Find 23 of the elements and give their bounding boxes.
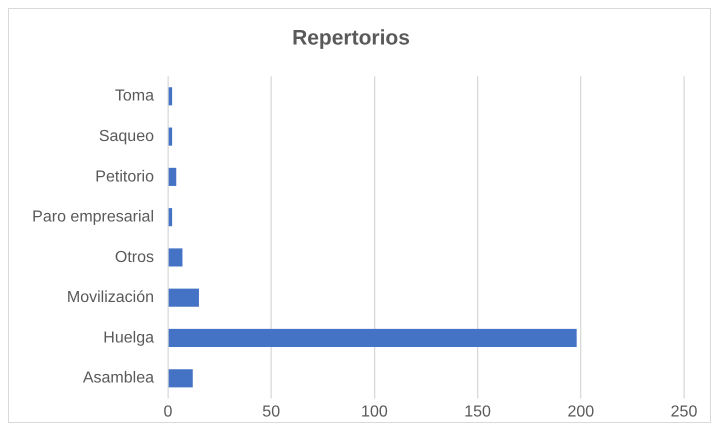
x-tick-label: 200 [567,403,594,420]
bar [168,369,193,388]
bar [168,87,172,106]
x-tick-label: 100 [361,403,388,420]
y-tick-label: Paro empresarial [32,208,154,226]
bar [168,128,172,146]
y-tick-label: Huelga [103,329,154,346]
y-tick-label: Asamblea [82,370,154,387]
bar [168,208,172,226]
bar [168,328,577,348]
bar [168,248,182,266]
y-tick-label: Petitorio [95,168,154,186]
x-tick-label: 0 [164,403,173,420]
chart-title: Repertorios [292,26,410,50]
y-tick-label: Toma [114,88,154,105]
x-tick-label: 250 [670,403,698,420]
x-tick-label: 150 [464,403,492,420]
y-tick-label: Movilización [66,289,154,306]
x-tick-label: 50 [262,403,280,420]
bar [168,168,176,186]
bar [168,288,199,307]
y-tick-label: Saqueo [98,128,154,146]
y-tick-label: Otros [114,248,154,266]
